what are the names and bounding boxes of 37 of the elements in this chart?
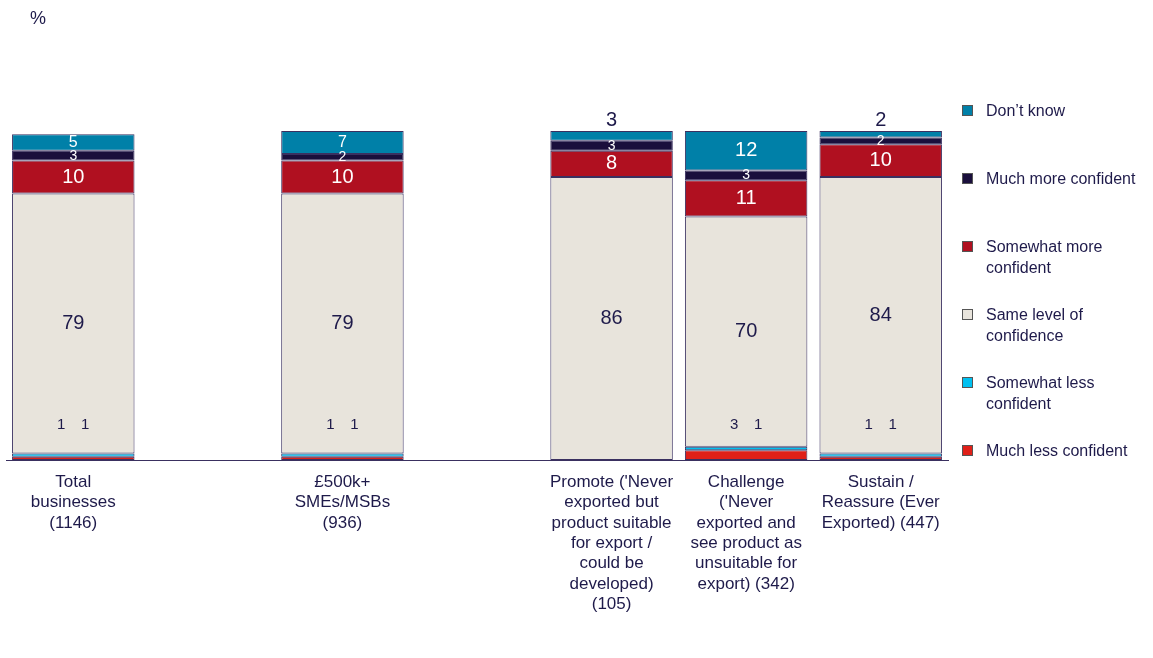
x-tick-label: Sustain / Reassure (Ever Exported) (447) [821, 471, 941, 532]
data-label: 1 [326, 415, 335, 433]
data-label: 11 [735, 185, 757, 208]
data-label: 1 [57, 415, 66, 433]
data-label: 3 [606, 107, 618, 130]
data-label: 3 [729, 415, 739, 433]
data-label: 79 [331, 310, 354, 333]
x-tick-label: Promote ('Never exported but product suitable for export / could be developed) (105) [549, 471, 674, 614]
data-label: 3 [607, 136, 616, 153]
data-label: 12 [735, 138, 758, 161]
text: % [30, 8, 47, 29]
data-label: 70 [735, 319, 758, 342]
legend-label: Much more confident [986, 170, 1136, 187]
data-label: 10 [62, 164, 85, 187]
data-label: 1 [864, 415, 873, 433]
x-tick-label: Challenge ('Never exported and see product as unsuitable for export) (342) [690, 471, 802, 593]
legend-label: Somewhat less confident [986, 374, 1095, 412]
x-tick-label: £500k+ SMEs/MSBs (936) [294, 471, 391, 532]
data-label: 1 [81, 415, 90, 433]
text: Same level of confidence [986, 306, 1083, 344]
data-label: 1 [753, 415, 763, 433]
legend-label: Much less confident [986, 442, 1128, 459]
data-label: 2 [338, 148, 347, 165]
data-label: 86 [600, 306, 623, 329]
legend-label: Don’t know [986, 102, 1066, 119]
data-label: 2 [875, 107, 887, 130]
data-label: 8 [606, 151, 618, 174]
data-label: 79 [62, 310, 85, 333]
data-label: 7 [337, 132, 347, 150]
data-label: 1 [888, 415, 897, 433]
data-label: 1 [350, 415, 359, 433]
data-label: 10 [331, 164, 354, 187]
data-label: 84 [869, 302, 892, 325]
legend-label: Somewhat more confident [986, 238, 1103, 276]
data-label: 3 [742, 166, 751, 183]
x-tick-label: Total businesses (1146) [30, 471, 116, 532]
data-label: 10 [869, 148, 892, 171]
